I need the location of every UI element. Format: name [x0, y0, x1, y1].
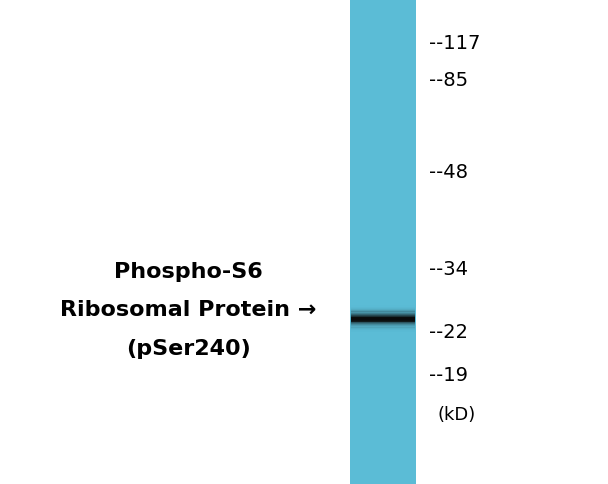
Bar — [350, 0, 416, 484]
Bar — [351, 314, 415, 315]
Bar — [351, 306, 415, 307]
Bar — [351, 321, 415, 322]
Text: --19: --19 — [429, 365, 468, 385]
Bar — [351, 311, 415, 312]
Bar — [351, 329, 415, 330]
Bar — [351, 327, 415, 328]
Text: --48: --48 — [429, 162, 468, 182]
Bar — [351, 310, 415, 311]
Bar — [351, 325, 415, 326]
Bar — [351, 318, 415, 319]
Bar — [351, 324, 415, 325]
Text: (pSer240): (pSer240) — [126, 338, 251, 359]
Text: Phospho-S6: Phospho-S6 — [114, 261, 263, 281]
Text: (kD): (kD) — [438, 405, 476, 423]
Bar — [351, 330, 415, 331]
Text: --85: --85 — [429, 70, 468, 90]
Bar — [351, 312, 415, 313]
Text: --34: --34 — [429, 259, 468, 278]
Text: Ribosomal Protein →: Ribosomal Protein → — [60, 300, 317, 320]
Bar — [351, 305, 415, 306]
Bar — [351, 316, 415, 317]
Bar — [351, 329, 415, 330]
Bar — [351, 311, 415, 312]
Bar — [351, 323, 415, 324]
Bar — [351, 325, 415, 326]
Bar — [351, 333, 415, 334]
Bar — [351, 310, 415, 311]
Bar — [351, 334, 415, 335]
Bar — [351, 319, 415, 320]
Bar — [351, 315, 415, 316]
Text: --117: --117 — [429, 34, 480, 53]
Bar — [351, 317, 415, 318]
Bar — [351, 307, 415, 308]
Bar — [351, 313, 415, 314]
Bar — [351, 331, 415, 332]
Bar — [351, 330, 415, 331]
Bar — [351, 326, 415, 327]
Text: --22: --22 — [429, 322, 468, 341]
Bar — [351, 304, 415, 305]
Bar — [351, 305, 415, 306]
Bar — [351, 308, 415, 309]
Bar — [351, 328, 415, 329]
Bar — [351, 304, 415, 305]
Bar — [351, 331, 415, 332]
Bar — [351, 312, 415, 313]
Bar — [351, 303, 415, 304]
Bar — [351, 322, 415, 323]
Bar — [351, 324, 415, 325]
Bar — [351, 323, 415, 324]
Bar — [351, 320, 415, 321]
Bar — [351, 316, 415, 317]
Bar — [351, 317, 415, 318]
Bar — [351, 306, 415, 307]
Bar — [351, 332, 415, 333]
Bar — [351, 318, 415, 319]
Bar — [351, 309, 415, 310]
